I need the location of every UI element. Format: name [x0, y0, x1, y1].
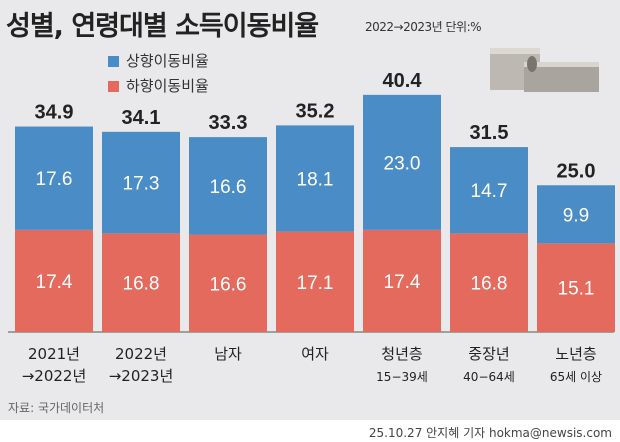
- data-label: 16.6: [210, 274, 247, 295]
- data-label: 9.9: [563, 205, 589, 226]
- bar-segment: [450, 147, 528, 234]
- data-label: 23.0: [384, 153, 421, 174]
- bar-segment: [537, 185, 615, 244]
- bar-segment: [276, 125, 354, 232]
- chart-area: 성별, 연령대별 소득이동비율 2022→2023년 단위:% 상향이동비율 하…: [0, 0, 620, 420]
- legend-swatch-blue: [108, 56, 119, 67]
- total-label: 33.3: [209, 112, 248, 134]
- bar-segment: [189, 137, 267, 235]
- data-label: 17.1: [297, 273, 334, 294]
- category-label: 여자: [301, 345, 329, 363]
- category-sublabel: →2022년: [22, 367, 87, 385]
- data-label: 15.1: [558, 279, 595, 300]
- total-label: 35.2: [296, 100, 335, 122]
- data-label: 17.3: [123, 174, 160, 195]
- legend-item-down: 하향이동비율: [108, 75, 209, 96]
- total-label: 34.9: [35, 102, 74, 124]
- credit-line: 25.10.27 안지혜 기자 hokma@newsis.com: [368, 426, 612, 440]
- category-label: 2021년: [28, 345, 80, 363]
- data-label: 16.8: [123, 274, 160, 295]
- category-sublabel: 15−39세: [376, 370, 428, 384]
- bar-segment: [276, 231, 354, 332]
- total-label: 31.5: [470, 122, 509, 144]
- data-label: 17.6: [36, 169, 73, 190]
- bar-segment: [102, 233, 180, 332]
- bar-segment: [363, 94, 441, 230]
- category-sublabel: 65세 이상: [550, 370, 602, 384]
- data-label: 14.7: [471, 181, 508, 202]
- data-label: 18.1: [297, 169, 334, 190]
- total-label: 25.0: [557, 160, 596, 182]
- bar-segment: [450, 233, 528, 332]
- chart-subtitle: 2022→2023년 단위:%: [365, 20, 482, 34]
- legend-label: 상향이동비율: [126, 52, 209, 70]
- data-label: 17.4: [384, 272, 421, 293]
- category-sublabel: 40−64세: [463, 370, 515, 384]
- category-label: 노년층: [555, 345, 596, 363]
- legend-item-up: 상향이동비율: [108, 50, 209, 71]
- category-label: 2022년: [115, 345, 167, 363]
- bar-segment: [102, 131, 180, 234]
- category-sublabel: →2023년: [109, 367, 174, 385]
- bar-segment: [189, 234, 267, 332]
- stacked-bar-chart: 17.4 17.6 34.9 2021년 →2022년 16.8 17.3 34.1 2022년…: [8, 70, 615, 385]
- bar-segment: [15, 229, 93, 332]
- chart-title: 성별, 연령대별 소득이동비율: [6, 11, 319, 42]
- legend-label: 하향이동비율: [126, 77, 209, 95]
- data-label: 16.6: [210, 177, 247, 198]
- total-label: 40.4: [383, 70, 423, 92]
- bar-segment: [15, 126, 93, 230]
- data-label: 16.8: [471, 274, 508, 295]
- source-note: 자료: 국가데이터처: [8, 401, 105, 415]
- bar-segment: [537, 243, 615, 332]
- bar-segment: [363, 229, 441, 332]
- category-label: 청년층: [381, 345, 422, 363]
- legend-swatch-red: [108, 81, 119, 92]
- category-label: 남자: [214, 345, 242, 363]
- total-label: 34.1: [122, 107, 161, 129]
- category-label: 중장년: [468, 345, 509, 363]
- data-label: 17.4: [36, 272, 73, 293]
- money-stack-illustration: [490, 48, 599, 92]
